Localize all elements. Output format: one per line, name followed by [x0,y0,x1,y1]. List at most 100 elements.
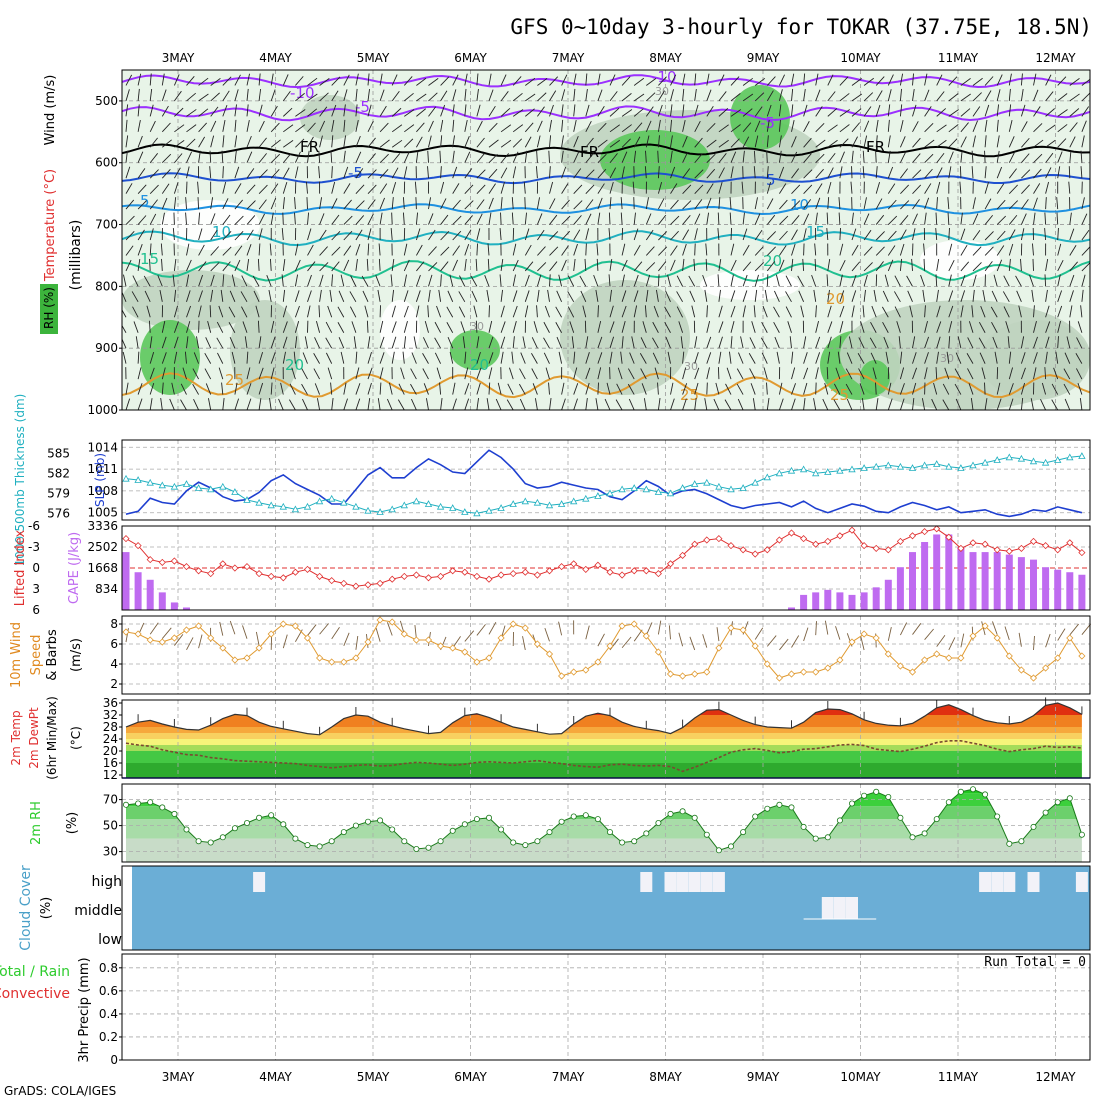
wind-barb [848,336,853,349]
wind-barb [839,138,849,148]
wind-barb [222,398,225,410]
wind-barb [325,321,333,333]
wind-barb [839,109,850,117]
wind-barb [608,228,611,241]
wind-barb [1081,135,1085,148]
wind-barb [694,169,704,179]
wind-barb [1015,275,1022,287]
rh-label: 30 [684,360,698,373]
lifted-index-line-point [1078,549,1086,557]
wind-barb [173,289,177,302]
lifted-index-line-point [424,574,433,582]
wind-barb [524,136,532,148]
wind-barb [355,184,365,194]
wind-barb [724,399,732,410]
wind-barb [839,227,841,241]
wind-barb [1044,212,1047,225]
lifted-index-line-point [473,572,481,580]
wind-barb [398,383,405,395]
wind-barb [337,322,345,333]
wind-barb [229,290,236,302]
rh-line-point [933,816,940,823]
wind-barb [512,321,517,333]
wind-barb [367,153,376,164]
wind-label-a: 10m Wind [9,622,24,688]
wind-barb [815,197,821,210]
wind-barb [512,109,524,117]
thickness-line-point [207,485,215,493]
wind-barb [657,150,659,163]
wind-barb [597,212,601,225]
wind-barb [488,382,491,395]
wind-barb [1008,136,1015,148]
wind-barb [531,337,538,349]
wind-barb [355,200,365,210]
lifted-index-line-point [957,544,965,552]
dewpoint-line [125,740,1082,773]
wind-barb [234,135,238,148]
wind-barb [377,289,381,302]
wind-barb [813,289,817,302]
wind-barb [633,261,643,272]
wind-barb [234,199,244,210]
temp-tick: 16 [103,756,118,770]
thickness-line-point [255,498,263,506]
wind-barb [184,351,187,364]
pressure-tick: 900 [95,341,118,355]
wind-barb [234,150,237,163]
wind-barb [476,352,481,364]
temp-band [126,703,1082,715]
wind-barb [924,320,928,333]
wind-barb [125,89,130,102]
wind-barb [609,321,615,333]
wind-barb [1080,166,1083,179]
wind-barb [984,214,994,225]
wind-barb [1033,139,1044,148]
wind-speed-line-point [558,672,566,680]
wind-barb [694,382,699,395]
rh-line-point [643,830,650,837]
wind-barb [597,139,608,148]
wind-barb [307,212,310,225]
wind-barb [694,199,703,210]
wind-barb [670,199,679,210]
wind-barb [240,291,248,303]
wind-barb [984,382,986,395]
wind-barb [609,336,615,349]
wind-barb [488,105,496,117]
wind-barb [948,138,958,148]
wind-barb [397,399,405,410]
wind-barb [1008,383,1014,395]
high-cloud-bar [979,872,992,892]
wind-barb [246,244,252,256]
wind-barb [706,106,714,117]
wind-barb [894,306,901,318]
middle-cloud-bar [846,897,858,919]
wind-barb [1005,321,1010,333]
wind-barb [996,183,1005,194]
wind-barb [803,104,808,117]
wind-barb [645,150,647,163]
wind-barb [585,243,587,256]
wind-barb [682,398,687,410]
wind-barb [924,305,926,318]
wind-barb [295,92,305,102]
wind-barb [621,151,628,163]
surface-wind-barb [319,623,329,635]
wind-barb [815,183,823,194]
wind-barb [536,150,538,163]
wind-barb [706,212,710,225]
wind-barb [827,351,831,364]
wind-barb [307,136,314,148]
wind-barb [912,382,917,395]
wind-barb [1008,168,1017,179]
wind-barb [957,336,962,349]
wind-speed-line-point [182,626,191,634]
wind-barb [1045,351,1048,364]
wind-barb [839,166,843,179]
wind-barb [476,88,479,101]
wind-barb [862,305,865,318]
wind-barb [331,135,334,148]
wind-barb [270,197,277,210]
wind-barb [125,398,131,410]
